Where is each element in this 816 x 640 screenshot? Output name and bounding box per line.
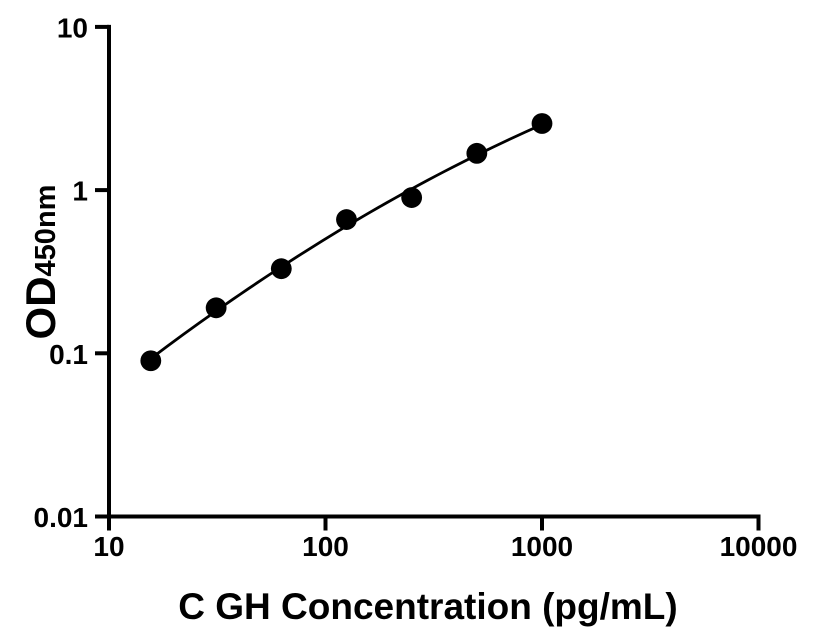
data-point: [401, 187, 423, 208]
y-axis-title: OD450nm: [17, 184, 64, 340]
y-tick-label: 1: [72, 176, 88, 207]
data-point: [336, 209, 357, 230]
data-point: [140, 350, 162, 372]
data-point: [531, 113, 553, 134]
y-tick-label: 0.01: [34, 502, 89, 533]
data-point: [270, 258, 292, 280]
y-axis-title-main: OD: [17, 276, 64, 340]
x-tick-label: 1000: [511, 531, 573, 562]
x-tick-label: 10000: [720, 531, 798, 562]
y-axis-title-subscript: 450nm: [30, 184, 62, 277]
y-tick-label: 0.1: [49, 339, 88, 370]
data-point: [205, 297, 227, 319]
x-tick-label: 100: [302, 531, 349, 562]
y-tick-label: 10: [57, 12, 88, 43]
x-tick-label: 10: [93, 531, 124, 562]
x-axis-title: C GH Concentration (pg/mL): [178, 586, 678, 627]
data-point: [466, 142, 488, 164]
